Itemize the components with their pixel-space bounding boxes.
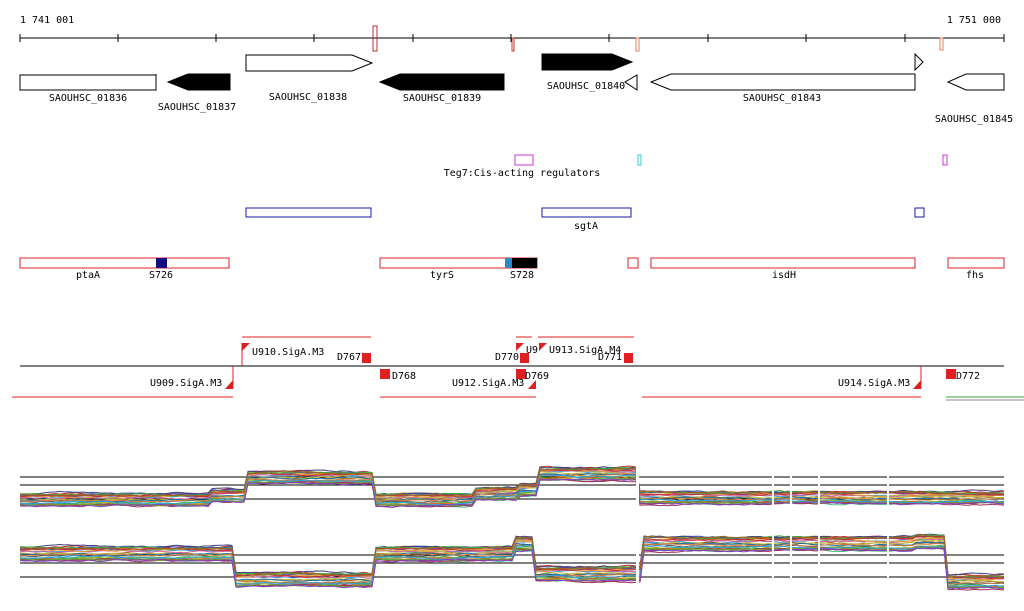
promoter-u913-flag[interactable] (539, 343, 547, 351)
regulator-track: Teg7:Cis-acting regulators (444, 154, 948, 179)
expression-sample-curve (19, 467, 1005, 498)
gene-label-01838: SAOUHSC_01838 (269, 92, 347, 103)
transcript-label-u914: U914.SigA.M3 (838, 378, 910, 389)
expression-sample-curve (19, 542, 1005, 585)
operon-box-small[interactable] (627, 257, 639, 269)
terminator-d771[interactable] (624, 353, 633, 363)
gene-label-01840: SAOUHSC_01840 (547, 81, 625, 92)
transcript-label-d768: D768 (392, 371, 416, 382)
gene-arrow-01843[interactable] (649, 73, 916, 91)
ruler-mark-b (511, 37, 515, 52)
transcript-label-u913: U913.SigA.M4 (549, 345, 621, 356)
gene-label-01836: SAOUHSC_01836 (49, 93, 127, 104)
operon-s728-cyan (505, 258, 512, 268)
operon-label-s726: S726 (149, 270, 173, 281)
regulator-box-cyan[interactable] (637, 154, 642, 166)
ruler-ticks (19, 34, 1005, 42)
expression-sample-curve (19, 544, 1005, 587)
expression-sample-curve (19, 478, 1005, 509)
operon-track: ptaA S726 tyrS S728 isdH fhs (19, 257, 1005, 281)
feature-box-3[interactable] (914, 207, 925, 218)
expression-panel-reverse (19, 533, 1005, 591)
ruler-mark-a (372, 25, 378, 52)
operon-label-s728: S728 (510, 270, 534, 281)
operon-label-fhs: fhs (966, 270, 984, 281)
operon-box-isdh[interactable] (650, 257, 916, 269)
operon-label-isdh: isdH (772, 270, 796, 281)
feature-box-sgta[interactable] (541, 207, 632, 218)
promoter-u909-flag[interactable] (225, 380, 233, 389)
promoter-u914-flag[interactable] (913, 380, 921, 389)
operon-s728-black[interactable] (512, 258, 537, 268)
operon-label-tyrs: tyrS (430, 270, 454, 281)
promoter-u910-flag[interactable] (242, 343, 250, 351)
expression-sample-curve (19, 474, 1005, 506)
operon-label-ptaa: ptaA (76, 270, 100, 281)
expression-sample-curve (19, 538, 1005, 581)
operon-box-fhs[interactable] (947, 257, 1005, 269)
gene-label-01843: SAOUHSC_01843 (743, 93, 821, 104)
gene-arrow-01840-end (624, 74, 638, 91)
start-coordinate: 1 741 001 (20, 15, 74, 26)
transcript-label-d770: D770 (495, 352, 519, 363)
gene-arrow-01836[interactable] (19, 74, 157, 91)
gap-2 (772, 465, 774, 595)
gene-track: SAOUHSC_01836 SAOUHSC_01837 SAOUHSC_0183… (19, 52, 1013, 125)
transcript-label-d771: D771 (598, 352, 622, 363)
expression-sample-curve (19, 534, 1005, 578)
gene-label-01839: SAOUHSC_01839 (403, 93, 481, 104)
expression-panel-forward (19, 465, 1005, 509)
terminator-d772[interactable] (946, 369, 956, 379)
gap-4 (818, 465, 820, 595)
terminator-d769[interactable] (516, 369, 526, 379)
coordinate-ruler: 1 741 001 1 751 000 (19, 15, 1005, 52)
gene-arrow-01843-tip (914, 52, 924, 72)
gap-1 (636, 465, 639, 595)
transcript-label-d769: D769 (525, 371, 549, 382)
transcript-track: U910.SigA.M3 D767 U9 U913.SigA.M4 D770 D… (12, 336, 1024, 401)
promoter-u9-flag[interactable] (516, 343, 524, 351)
gene-arrow-01839[interactable] (378, 73, 505, 91)
regulator-box-magenta[interactable] (514, 154, 534, 166)
feature-label-sgta: sgtA (574, 221, 598, 232)
gene-arrow-01838[interactable] (245, 54, 374, 72)
expression-sample-curve (19, 547, 1005, 590)
gap-5 (887, 465, 889, 595)
ruler-mark-d (939, 37, 944, 51)
feature-box-1[interactable] (245, 207, 372, 218)
transcript-label-d767: D767 (337, 352, 361, 363)
gap-3 (790, 465, 792, 595)
transcript-label-u909: U909.SigA.M3 (150, 378, 222, 389)
terminator-d768[interactable] (380, 369, 390, 379)
gene-label-01845: SAOUHSC_01845 (935, 114, 1013, 125)
promoter-u912-flag[interactable] (528, 380, 536, 389)
transcript-label-u910: U910.SigA.M3 (252, 347, 324, 358)
end-coordinate: 1 751 000 (947, 15, 1001, 26)
transcript-label-u912: U912.SigA.M3 (452, 378, 524, 389)
regulator-box-magenta-right[interactable] (942, 154, 948, 166)
gene-arrow-01840[interactable] (541, 53, 634, 71)
expression-curves-forward (19, 465, 1005, 509)
operon-box-ptaa[interactable] (19, 257, 230, 269)
regulator-label: Teg7:Cis-acting regulators (444, 168, 601, 179)
expression-gaps (636, 465, 889, 595)
feature-track: sgtA (245, 207, 925, 232)
transcript-label-d772: D772 (956, 371, 980, 382)
terminator-d767[interactable] (362, 353, 371, 363)
gene-label-01837: SAOUHSC_01837 (158, 102, 236, 113)
operon-s726-marker[interactable] (156, 258, 167, 268)
expression-sample-curve (19, 473, 1005, 503)
gene-arrow-01837[interactable] (166, 73, 231, 91)
expression-curves-reverse (19, 533, 1005, 591)
transcript-label-u9: U9 (526, 345, 538, 356)
ruler-mark-c (635, 37, 640, 52)
gene-arrow-01845[interactable] (946, 73, 1005, 91)
terminator-d770[interactable] (520, 353, 529, 363)
